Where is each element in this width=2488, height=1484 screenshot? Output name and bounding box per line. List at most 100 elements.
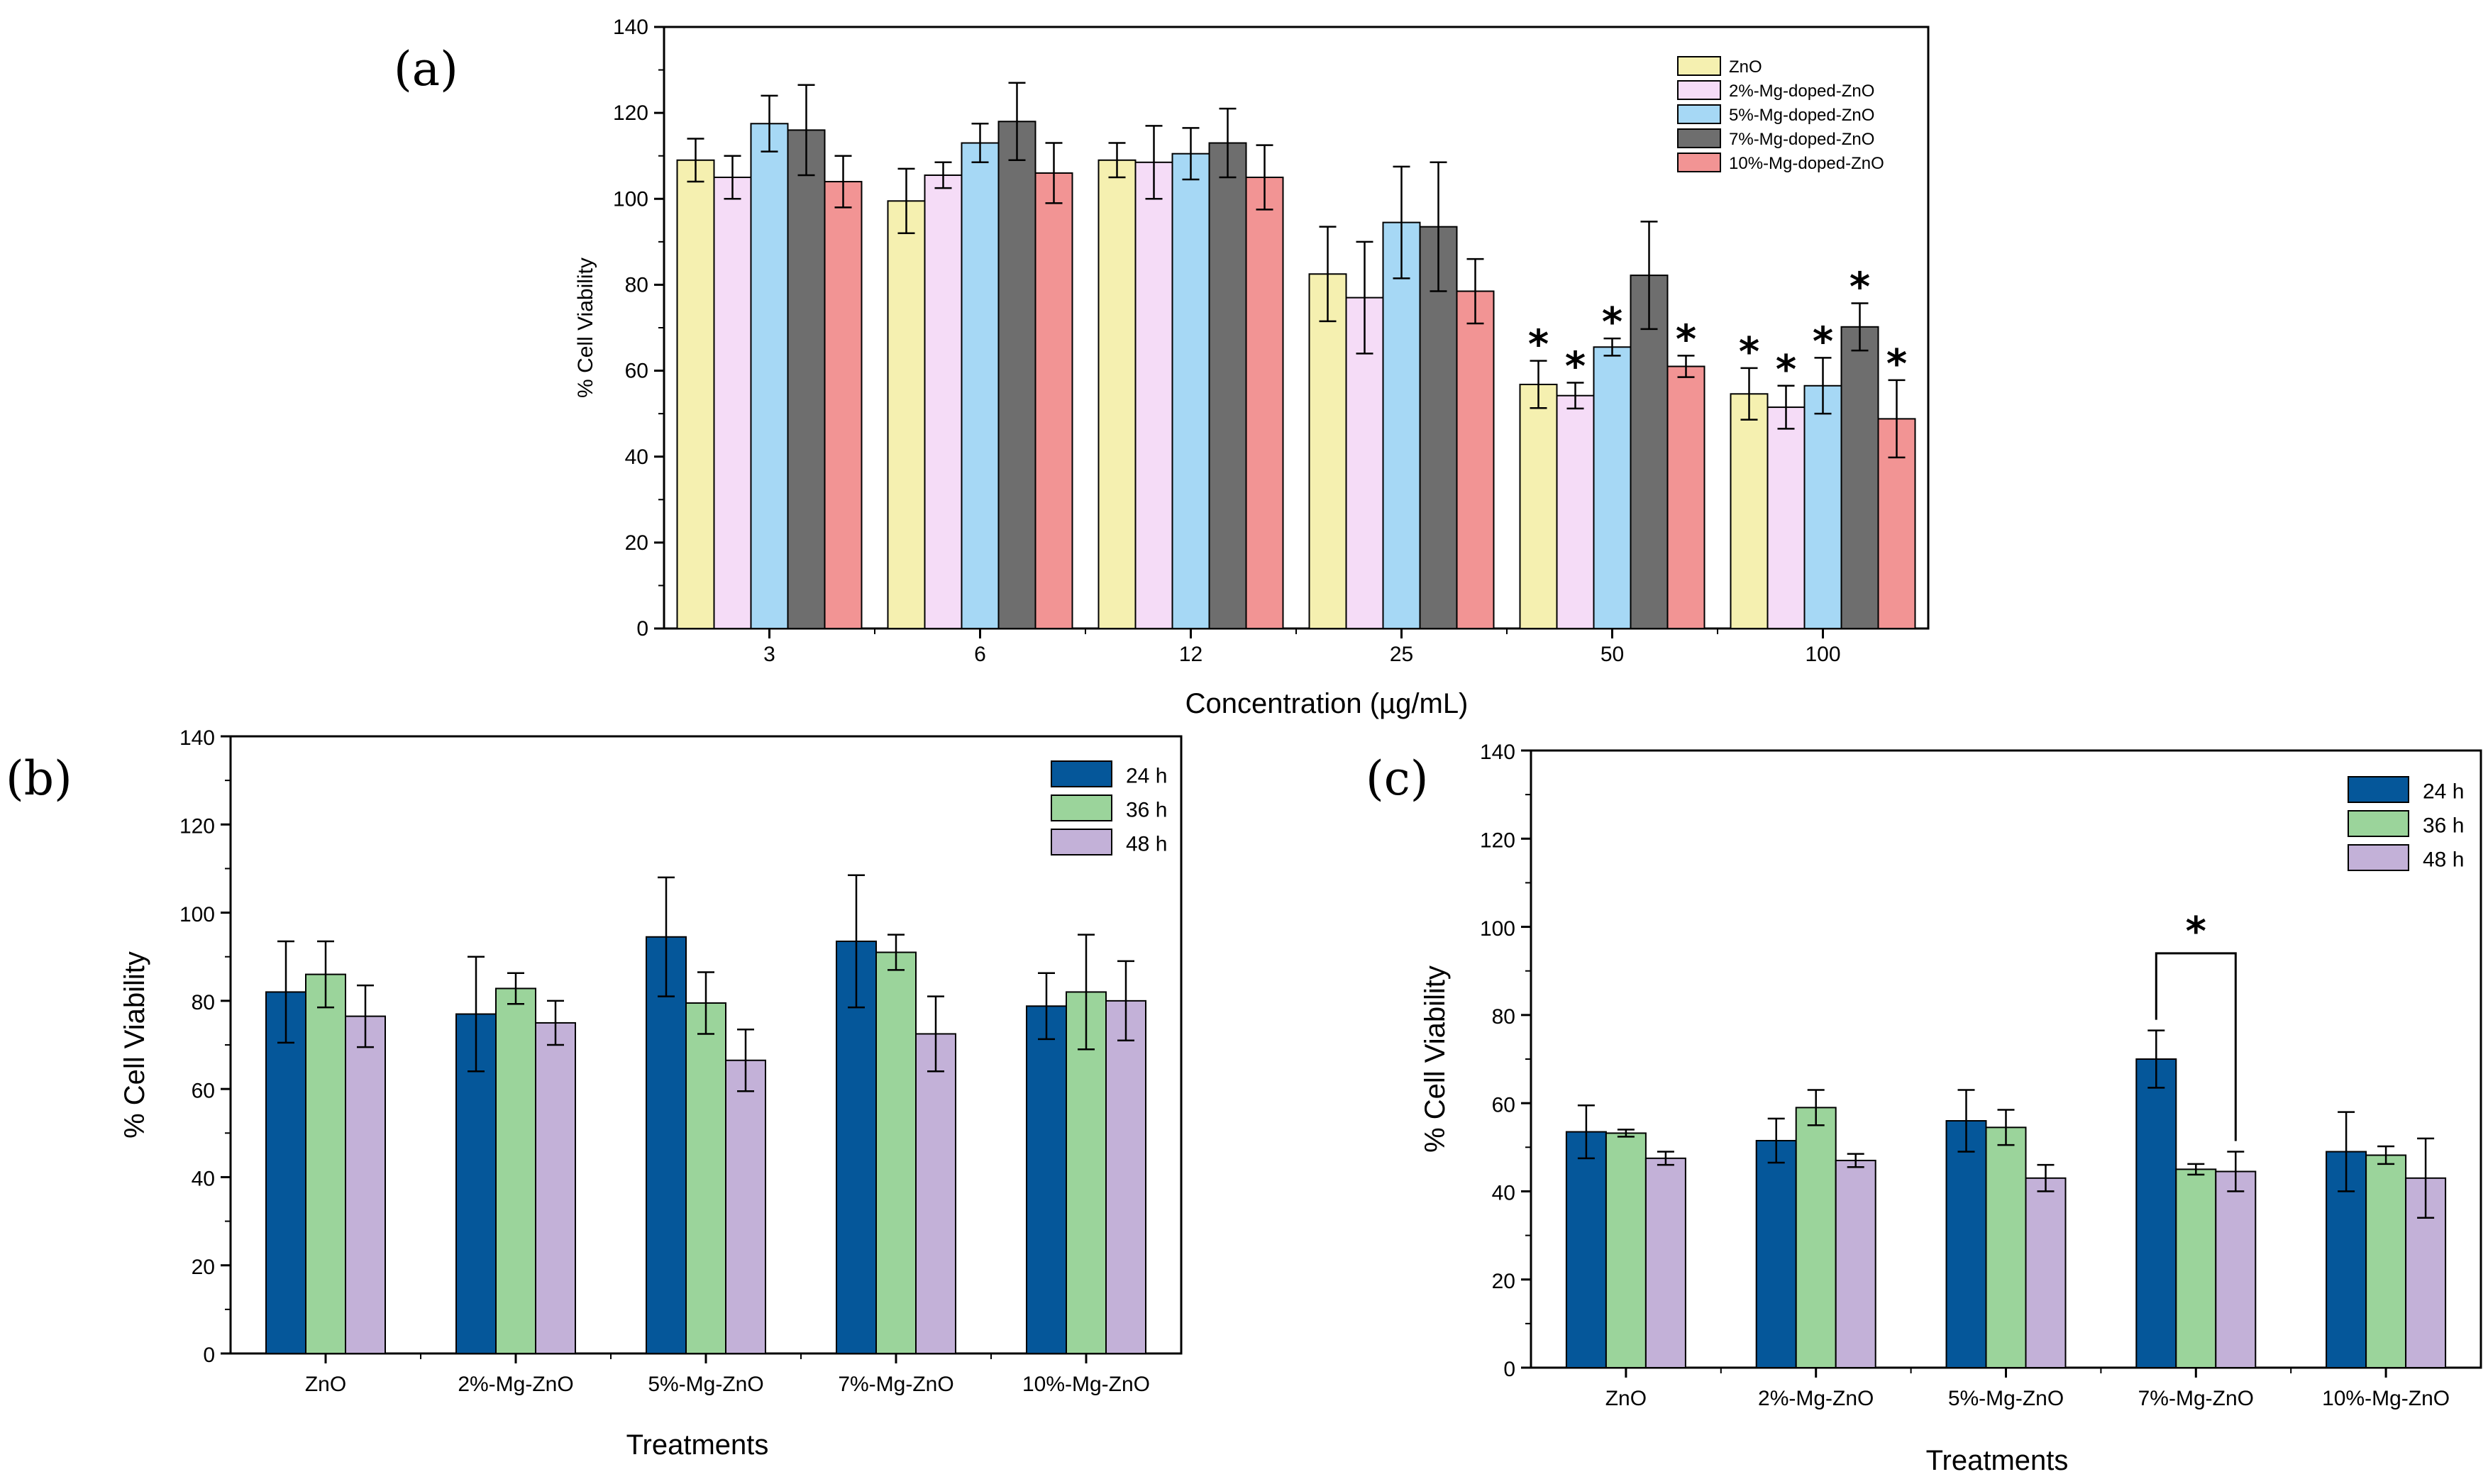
- legend-swatch: [1051, 794, 1112, 821]
- legend-label: 7%-Mg-doped-ZnO: [1729, 130, 1874, 149]
- bar: [2175, 1168, 2217, 1369]
- bar: [713, 177, 752, 629]
- legend-label: 5%-Mg-doped-ZnO: [1729, 106, 1874, 125]
- bar: [1419, 226, 1458, 629]
- y-tick-label: 0: [1503, 1358, 1515, 1381]
- y-tick-label: 20: [1492, 1270, 1515, 1293]
- y-tick-label: 60: [1492, 1093, 1515, 1117]
- legend-swatch: [2348, 844, 2409, 871]
- bar: [1026, 1005, 1067, 1355]
- legend-label: ZnO: [1729, 57, 1762, 77]
- x-tick-label: 7%-Mg-ZnO: [2138, 1387, 2254, 1410]
- legend-swatch: [1677, 56, 1721, 76]
- x-tick-label: 2%-Mg-ZnO: [1758, 1387, 1874, 1410]
- chart-panel-b: (b) 0 20 40 60 80 100 120 140 ZnO 2%-Mg-ZnO 5%-Mg-Z…: [6, 726, 1183, 1461]
- legend-swatch: [1677, 104, 1721, 124]
- y-tick-label: 80: [625, 274, 648, 297]
- bar: [1803, 384, 1842, 629]
- x-tick-label: 3: [763, 643, 775, 666]
- y-tick-label: 60: [625, 360, 648, 383]
- legend-swatch: [2348, 810, 2409, 837]
- y-tick-label: 140: [179, 726, 215, 750]
- legend-swatch: [2348, 776, 2409, 803]
- y-axis-title: % Cell Viability: [1420, 965, 1451, 1153]
- x-tick-label: 7%-Mg-ZnO: [838, 1373, 953, 1396]
- bar: [1066, 991, 1107, 1355]
- significance-star: *: [1602, 299, 1622, 345]
- significance-star: *: [1850, 264, 1870, 310]
- legend-swatch: [1051, 829, 1112, 855]
- significance-star: *: [1565, 344, 1586, 390]
- x-axis-title: Concentration (µg/mL): [1185, 688, 1469, 719]
- y-tick-label: 80: [1492, 1005, 1515, 1029]
- legend-swatch: [1677, 153, 1721, 172]
- y-tick-label: 100: [1480, 917, 1515, 941]
- y-axis-title: % Cell Viability: [574, 258, 597, 398]
- chart-panel-a: (a) 0 20 40 60 80 100 120 140 3 6 12 25 50 * * * * 100 * * * *…: [394, 16, 1930, 719]
- x-axis-title: Treatments: [626, 1429, 769, 1461]
- x-tick-label: 12: [1179, 643, 1202, 666]
- x-tick-label: 2%-Mg-ZnO: [458, 1373, 573, 1396]
- legend-label: 24 h: [2423, 780, 2464, 804]
- bar: [924, 174, 963, 629]
- panel-label: (b): [6, 751, 72, 806]
- x-tick-label: 50: [1600, 643, 1624, 666]
- bar: [887, 200, 926, 630]
- bar: [2365, 1154, 2407, 1368]
- bar: [1730, 393, 1769, 630]
- x-tick-label: 10%-Mg-ZnO: [1022, 1373, 1150, 1396]
- y-tick-label: 40: [625, 445, 648, 469]
- x-tick-label: 10%-Mg-ZnO: [2322, 1387, 2450, 1410]
- bar: [997, 121, 1036, 629]
- bar: [1245, 177, 1284, 629]
- bar: [495, 987, 536, 1354]
- significance-star: *: [1886, 341, 1907, 387]
- y-tick-label: 20: [625, 531, 648, 555]
- bar: [836, 940, 877, 1354]
- bar: [265, 991, 306, 1355]
- legend-swatch: [1677, 80, 1721, 100]
- significance-star: *: [2186, 909, 2206, 955]
- bar: [1767, 406, 1806, 629]
- bar: [2135, 1058, 2177, 1368]
- y-axis-title: % Cell Viability: [119, 951, 150, 1139]
- bar: [2215, 1170, 2257, 1368]
- y-tick-label: 60: [192, 1079, 215, 1102]
- bar: [787, 129, 826, 630]
- bar: [750, 123, 789, 630]
- bar: [1644, 1157, 1686, 1368]
- bar: [1565, 1131, 1607, 1369]
- x-axis-title: Treatments: [1926, 1445, 2069, 1476]
- bar: [685, 1002, 726, 1354]
- significance-bracket: [2155, 952, 2237, 1141]
- x-tick-label: 5%-Mg-ZnO: [648, 1373, 763, 1396]
- bar: [1985, 1126, 2027, 1368]
- y-tick-label: 20: [192, 1256, 215, 1279]
- bar: [535, 1021, 576, 1355]
- bar: [1835, 1159, 1876, 1369]
- bar: [1755, 1139, 1797, 1368]
- y-tick-label: 140: [613, 16, 648, 39]
- bar: [1308, 273, 1347, 629]
- y-tick-label: 40: [1492, 1182, 1515, 1205]
- bar: [1666, 365, 1705, 629]
- y-tick-label: 140: [1480, 741, 1515, 764]
- bar: [1034, 172, 1073, 629]
- significance-star: *: [1813, 319, 1833, 365]
- bar: [305, 973, 346, 1354]
- panel-label: (c): [1366, 751, 1428, 806]
- x-tick-label: ZnO: [1605, 1387, 1647, 1410]
- x-tick-label: 25: [1390, 643, 1413, 666]
- bar: [345, 1015, 386, 1355]
- y-tick-label: 100: [613, 187, 648, 211]
- significance-star: *: [1776, 347, 1796, 393]
- y-tick-label: 0: [203, 1344, 215, 1367]
- bar: [1840, 326, 1879, 629]
- panel-label: (a): [394, 42, 458, 96]
- legend-label: 48 h: [2423, 848, 2464, 872]
- bar: [1556, 394, 1595, 630]
- bar: [1605, 1132, 1647, 1369]
- y-tick-label: 40: [192, 1168, 215, 1191]
- bar: [875, 951, 917, 1354]
